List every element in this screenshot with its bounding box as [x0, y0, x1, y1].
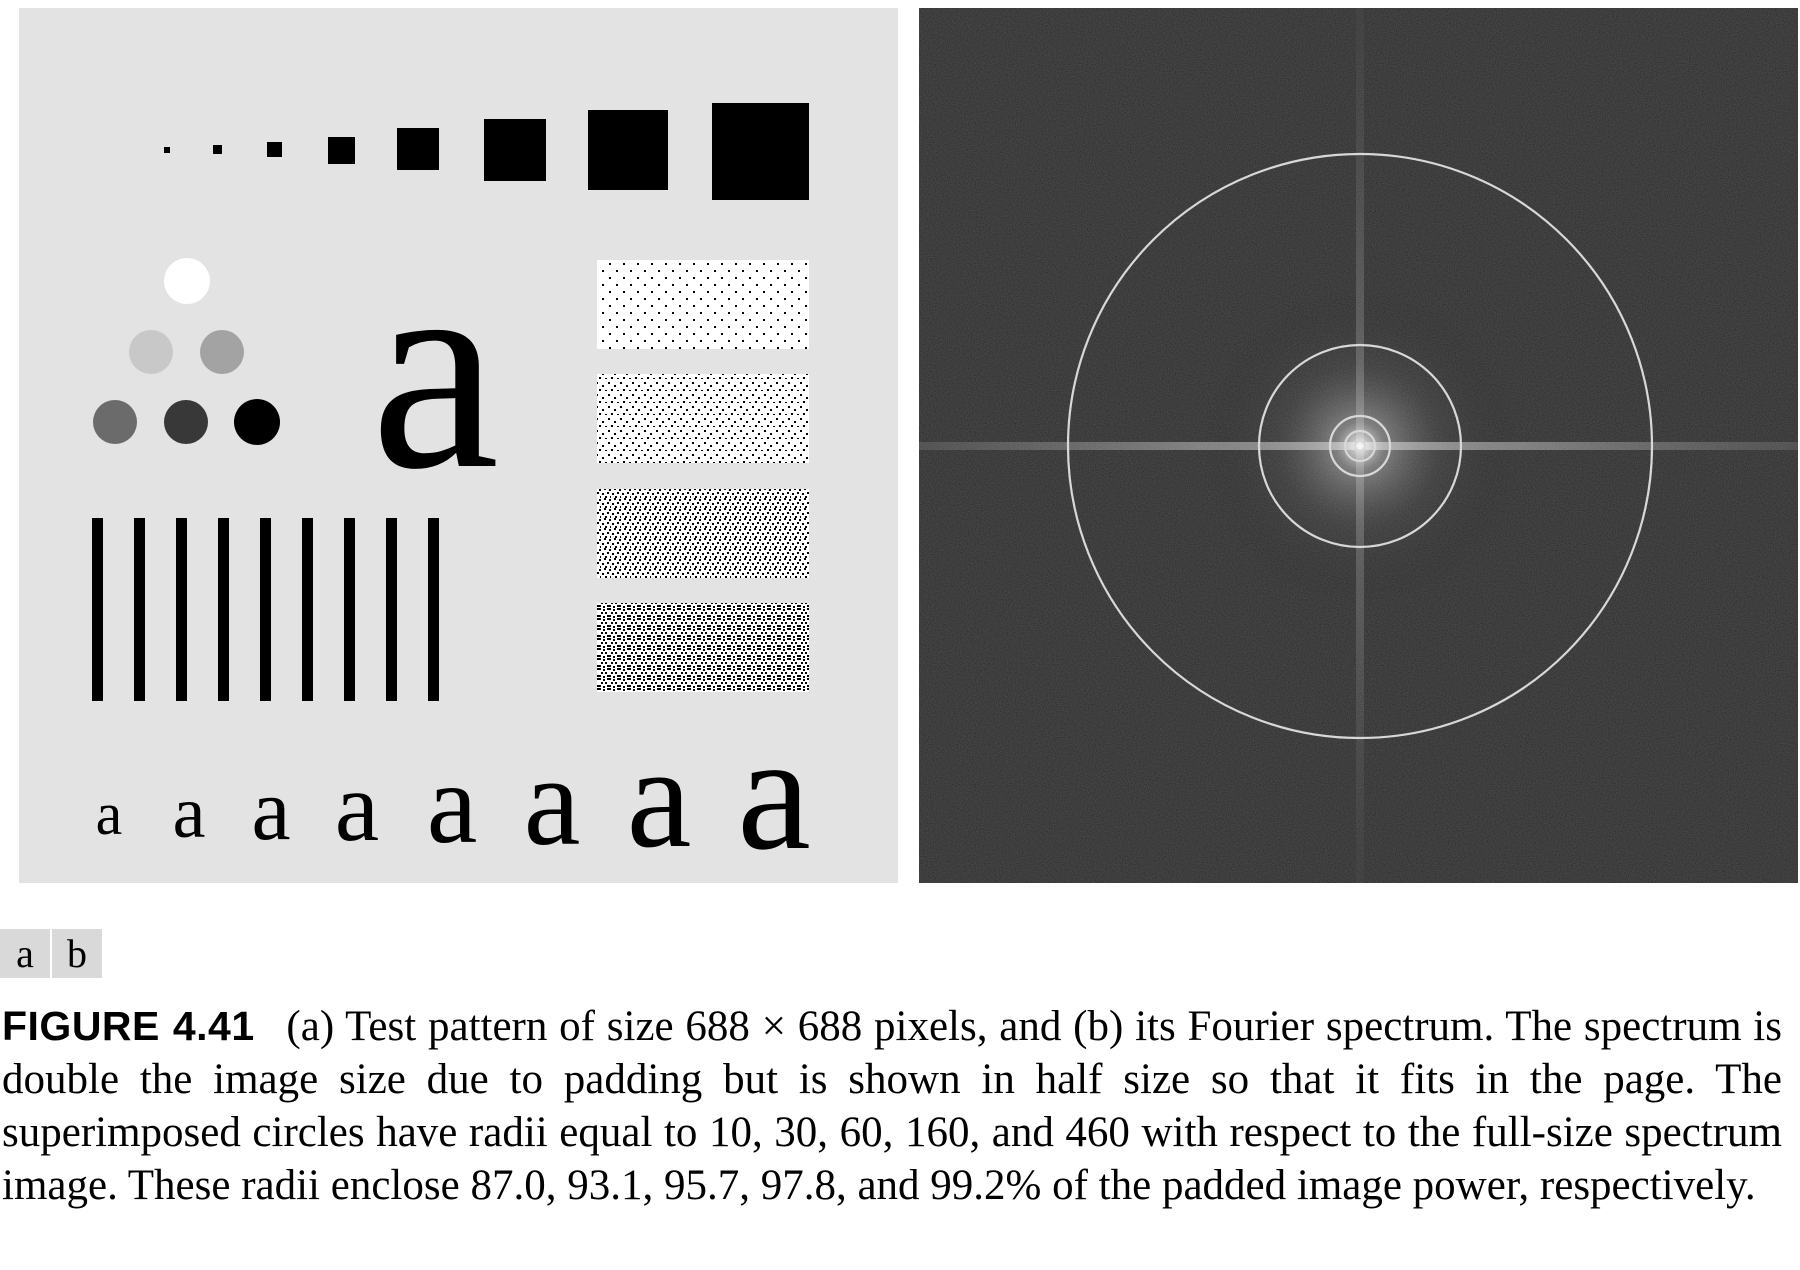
bar-1: [92, 518, 103, 701]
noise-rect-2: [597, 374, 809, 463]
letter-a-1: a: [96, 781, 123, 847]
radius-circle-160: [1257, 343, 1463, 549]
bar-4: [218, 518, 229, 701]
bar-5: [260, 518, 271, 701]
noise-rectangles: [597, 260, 809, 692]
circle-mid-gray: [200, 330, 244, 374]
center-glow: [1200, 286, 1520, 606]
superimposed-circles: [1066, 152, 1654, 740]
square-8: [712, 103, 809, 200]
gray-circles: [93, 258, 280, 445]
letter-a-3: a: [251, 762, 290, 859]
circle-black: [234, 399, 280, 445]
radius-circle-30: [1343, 429, 1377, 463]
test-pattern-image: a a a a a a a a a: [19, 8, 898, 883]
letter-a-4: a: [335, 751, 379, 862]
radius-circle-460: [1066, 152, 1654, 740]
spectrum-svg: [919, 8, 1798, 883]
circle-white: [164, 258, 210, 304]
figure-number: FIGURE 4.41: [2, 1003, 255, 1049]
letter-a-8: a: [737, 700, 811, 883]
noise-rect-1: [597, 260, 809, 349]
square-5: [397, 128, 439, 170]
bar-9: [428, 518, 439, 701]
bar-3: [176, 518, 187, 701]
bar-7: [344, 518, 355, 701]
noise-rect-4: [597, 603, 809, 692]
radius-circle-10: [1353, 439, 1367, 453]
square-7: [588, 110, 668, 190]
figure-caption: FIGURE 4.41 (a) Test pattern of size 688…: [2, 1000, 1782, 1212]
bar-2: [134, 518, 145, 701]
bar-8: [386, 518, 397, 701]
square-4: [328, 137, 355, 164]
test-pattern-svg: a a a a a a a a a: [19, 8, 898, 883]
circle-light-gray: [129, 330, 173, 374]
bar-6: [302, 518, 313, 701]
noise-rect-3: [597, 489, 809, 578]
vertical-bars: [92, 518, 439, 701]
letter-a-6: a: [524, 730, 581, 872]
letter-a-2: a: [173, 772, 206, 854]
large-letter-a: a: [371, 208, 500, 529]
letter-a-7: a: [627, 716, 692, 878]
circle-darker-gray: [164, 400, 208, 444]
subfigure-labels: a b: [0, 929, 104, 978]
subfigure-label-b: b: [52, 929, 102, 978]
square-series: [164, 103, 809, 200]
square-3: [267, 142, 282, 157]
fourier-spectrum-image: [919, 8, 1798, 883]
caption-text: (a) Test pattern of size 688 × 688 pixel…: [2, 1003, 1782, 1209]
letter-row: a a a a a a a a: [96, 700, 811, 883]
square-2: [213, 145, 222, 154]
square-1: [164, 147, 170, 153]
radius-circle-60: [1328, 414, 1392, 478]
circle-dark-gray: [93, 400, 137, 444]
square-6: [484, 119, 546, 181]
subfigure-label-a: a: [0, 929, 50, 978]
letter-a-5: a: [427, 740, 478, 867]
